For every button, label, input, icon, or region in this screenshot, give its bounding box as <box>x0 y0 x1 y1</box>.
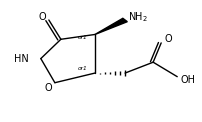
Polygon shape <box>95 18 127 35</box>
Text: NH$_2$: NH$_2$ <box>128 10 148 24</box>
Text: or1: or1 <box>78 66 88 71</box>
Text: or1: or1 <box>78 35 88 40</box>
Text: O: O <box>38 12 46 22</box>
Text: O: O <box>164 34 172 44</box>
Text: O: O <box>44 83 52 93</box>
Text: OH: OH <box>180 75 195 85</box>
Text: HN: HN <box>14 54 29 64</box>
